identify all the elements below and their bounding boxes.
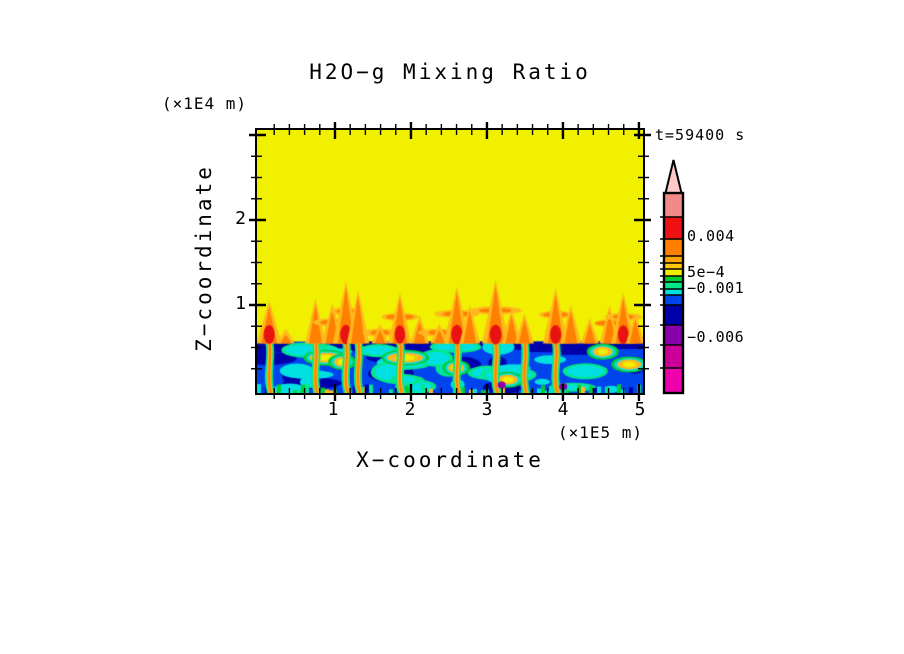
z-axis-label: Z−coordinate — [192, 164, 216, 352]
plot-area — [249, 122, 651, 401]
x-tick-label: 5 — [634, 399, 646, 420]
colorbar-label: −0.001 — [687, 279, 745, 297]
x-tick-label: 2 — [404, 399, 416, 420]
colorbar-label: 5e−4 — [687, 263, 726, 281]
colorbar-label: 0.004 — [687, 227, 735, 245]
colorbar-label: −0.006 — [687, 328, 745, 346]
x-tick-label: 4 — [557, 399, 569, 420]
time-label: t=59400 s — [655, 126, 746, 144]
y-tick-label: 1 — [235, 293, 246, 314]
x-axis-unit: (×1E5 m) — [558, 423, 644, 442]
colorbar — [660, 159, 685, 395]
x-tick-label: 1 — [327, 399, 339, 420]
y-tick-label: 2 — [235, 208, 246, 229]
heatmap-canvas — [257, 130, 643, 393]
z-axis-unit: (×1E4 m) — [162, 94, 248, 113]
x-axis-label: X−coordinate — [356, 448, 544, 472]
plot-title: H2O−g Mixing Ratio — [309, 60, 591, 84]
x-tick-label: 3 — [481, 399, 493, 420]
